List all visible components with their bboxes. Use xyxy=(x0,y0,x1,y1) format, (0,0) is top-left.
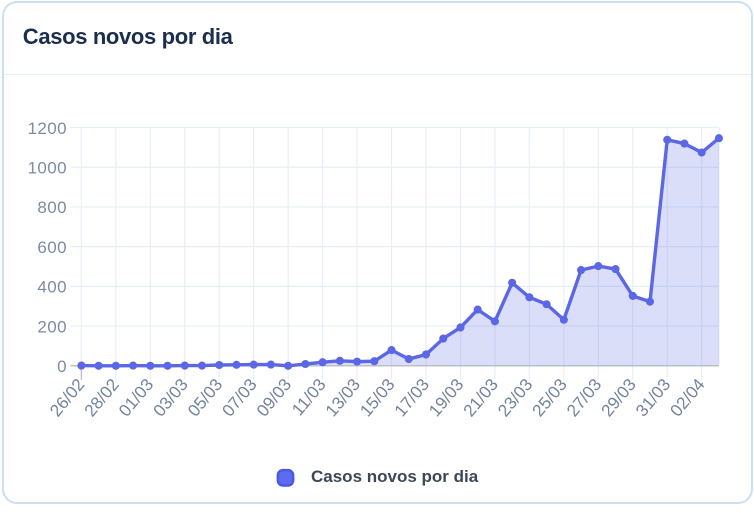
svg-text:07/03: 07/03 xyxy=(218,375,261,421)
svg-text:28/02: 28/02 xyxy=(80,375,123,421)
svg-text:02/04: 02/04 xyxy=(666,374,709,420)
svg-text:13/03: 13/03 xyxy=(321,375,364,421)
svg-text:27/03: 27/03 xyxy=(562,375,605,421)
svg-text:03/03: 03/03 xyxy=(149,375,192,421)
svg-text:200: 200 xyxy=(37,317,67,336)
svg-text:05/03: 05/03 xyxy=(183,375,226,421)
svg-text:400: 400 xyxy=(37,278,67,297)
svg-text:11/03: 11/03 xyxy=(288,375,330,420)
svg-text:1000: 1000 xyxy=(28,159,67,178)
svg-text:Casos novos por dia: Casos novos por dia xyxy=(311,467,479,486)
svg-text:800: 800 xyxy=(37,198,67,217)
svg-text:19/03: 19/03 xyxy=(425,375,468,421)
svg-text:15/03: 15/03 xyxy=(356,375,399,421)
svg-text:26/02: 26/02 xyxy=(45,375,88,421)
svg-text:600: 600 xyxy=(37,238,67,257)
svg-text:25/03: 25/03 xyxy=(528,375,571,421)
svg-text:0: 0 xyxy=(57,357,67,376)
svg-text:1200: 1200 xyxy=(28,119,67,138)
svg-text:01/03: 01/03 xyxy=(114,375,157,421)
svg-text:23/03: 23/03 xyxy=(493,375,536,421)
svg-text:29/03: 29/03 xyxy=(597,375,640,421)
svg-text:21/03: 21/03 xyxy=(459,375,502,421)
svg-text:31/03: 31/03 xyxy=(631,375,674,421)
svg-text:09/03: 09/03 xyxy=(252,375,295,421)
svg-text:17/03: 17/03 xyxy=(390,375,433,421)
